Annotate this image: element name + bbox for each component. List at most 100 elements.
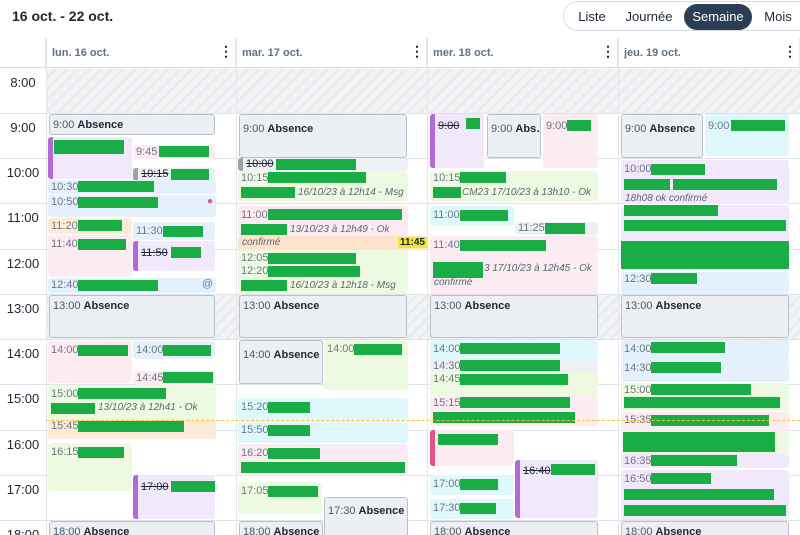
view-list-button[interactable]: Liste <box>578 9 606 24</box>
redacted-text <box>78 345 128 356</box>
appointment-event[interactable]: 12:05 12:20 16/10/23 à 12h18 - Msg <box>238 250 408 294</box>
appointment-event[interactable]: 15:45 <box>48 419 216 439</box>
absence-event[interactable]: 17:30 Absence <box>324 497 408 535</box>
redacted-text <box>241 280 287 291</box>
redacted-text <box>460 240 546 251</box>
appointment-event[interactable]: 11:00 13/10/23 à 12h49 - Ok <box>238 206 408 236</box>
appointment-event[interactable] <box>621 432 789 454</box>
event-time: 15:00 <box>51 388 79 400</box>
redacted-text <box>268 253 356 264</box>
redacted-text <box>268 402 310 413</box>
redacted-text <box>171 247 201 258</box>
appointment-event[interactable]: 11:00 <box>430 206 514 226</box>
appointment-event[interactable]: 9:00 <box>705 114 789 156</box>
absence-event[interactable]: 14:00 Absence <box>239 340 323 384</box>
appointment-event[interactable]: 16:40 <box>515 460 598 518</box>
redacted-text <box>651 362 721 373</box>
view-week-button[interactable]: Semaine <box>684 4 752 30</box>
event-note: 3 17/10/23 à 12h45 - Ok <box>484 263 592 274</box>
appointment-event[interactable]: 10:15 <box>133 168 215 181</box>
appointment-event[interactable]: 17:00 <box>430 475 514 495</box>
appointment-event[interactable]: 15:20 <box>238 398 408 420</box>
appointment-event[interactable]: 11:20 <box>48 218 132 234</box>
absence-event[interactable]: 18:00 Absence <box>49 521 215 535</box>
absence-event[interactable]: 13:00 Absence <box>621 295 789 338</box>
appointment-event[interactable]: 10:15 16/10/23 à 12h14 - Msg <box>238 171 408 201</box>
appointment-event[interactable]: 14:00 <box>324 340 408 390</box>
appointment-event[interactable]: 14:30 <box>621 360 789 382</box>
event-time: 16:50 <box>624 473 652 485</box>
appointment-event[interactable]: 14:45 <box>133 371 215 385</box>
appointment-event[interactable]: 10:30 <box>48 180 216 194</box>
appointment-event[interactable]: 9:45 <box>133 145 215 159</box>
appointment-event[interactable]: 11:30 <box>133 222 215 240</box>
appointment-event[interactable] <box>48 137 132 179</box>
appointment-event[interactable] <box>621 205 789 271</box>
appointment-event[interactable]: confirmé 11:45 <box>238 236 427 250</box>
more-options-icon[interactable]: ⋮ <box>219 43 233 59</box>
redacted-text <box>78 197 158 208</box>
appointment-event[interactable]: 16:50 <box>621 470 789 520</box>
redacted-text <box>354 344 402 355</box>
appointment-event[interactable]: 17:05 <box>238 482 322 514</box>
appointment-event[interactable]: 10:00 18h08 ok confirmé <box>621 160 789 204</box>
event-time: 9:00 <box>438 120 460 132</box>
appointment-event[interactable]: 14:00 <box>133 341 215 359</box>
appointment-event[interactable]: 15:35 <box>621 412 789 432</box>
appointment-event[interactable]: 15:50 <box>238 421 408 443</box>
view-month-button[interactable]: Mois <box>764 9 792 24</box>
appointment-event[interactable]: 14:30 <box>430 360 598 372</box>
appointment-event[interactable]: 15:15 <box>430 396 598 426</box>
appointment-event[interactable]: 14:45 <box>430 372 598 396</box>
appointment-event[interactable]: 9:00 <box>430 114 484 168</box>
appointment-event[interactable]: 16:15 <box>48 443 132 491</box>
appointment-event[interactable]: 14:00 <box>621 340 789 360</box>
appointment-event[interactable]: 11:40 3 17/10/23 à 12h45 - Ok confirmé <box>430 236 598 294</box>
event-time: 10:50 <box>51 196 79 208</box>
appointment-event[interactable]: 11:50 <box>133 241 215 271</box>
redacted-text <box>241 224 287 235</box>
appointment-event[interactable]: 11:40 <box>48 235 132 277</box>
appointment-event[interactable]: 12:30 <box>621 272 789 294</box>
day-header-mon: lun. 16 oct. ⋮ <box>46 38 236 68</box>
appointment-event[interactable]: 16:35 <box>621 454 789 468</box>
absence-event[interactable]: 9:00 Absence <box>239 114 407 158</box>
appointment-event[interactable]: 10:15 CM23 17/10/23 à 13h10 - Ok <box>430 171 598 201</box>
more-options-icon[interactable]: ⋮ <box>410 43 424 59</box>
absence-event[interactable]: 18:00 Absence <box>621 521 789 535</box>
redacted-text <box>268 425 310 436</box>
appointment-event[interactable]: 10:00 <box>238 158 408 171</box>
appointment-event[interactable]: 17:00 <box>133 475 215 519</box>
absence-event[interactable]: 18:00 Absence <box>430 521 598 535</box>
appointment-event[interactable]: 11:25 <box>515 222 598 235</box>
absence-event[interactable]: 13:00 Absence <box>430 295 598 338</box>
appointment-event[interactable]: 15:00 <box>621 383 789 411</box>
appointment-event[interactable]: 17:30 <box>430 499 514 519</box>
appointment-event[interactable]: 14:00 <box>430 340 598 360</box>
appointment-event[interactable]: 16:20 <box>238 444 408 476</box>
event-time: 9:45 <box>136 146 158 158</box>
redacted-text <box>78 388 166 399</box>
appointment-event[interactable] <box>430 430 514 466</box>
more-options-icon[interactable]: ⋮ <box>783 43 797 59</box>
event-time: 9:00 <box>625 123 647 135</box>
absence-event[interactable]: 9:00 Absence <box>49 114 215 135</box>
view-switcher: Liste Journée Semaine Mois <box>563 1 800 31</box>
more-options-icon[interactable]: ⋮ <box>601 43 615 59</box>
appointment-event[interactable]: 10:50 ● <box>48 195 216 217</box>
redacted-text <box>241 462 405 473</box>
appointment-event[interactable]: 14:00 <box>48 341 132 383</box>
absence-event[interactable]: 13:00 Absence <box>239 295 407 338</box>
event-time: 10:00 <box>624 163 652 175</box>
absence-event[interactable]: 18:00 Absence <box>239 521 323 535</box>
event-time: 11:20 <box>51 220 78 232</box>
absence-event[interactable]: 13:00 Absence <box>49 295 215 338</box>
absence-event[interactable]: 9:00 Absence <box>621 114 703 158</box>
appointment-event[interactable]: 15:00 13/10/23 à 12h41 - Ok <box>48 385 216 419</box>
appointment-event[interactable]: 9:00 <box>543 114 598 168</box>
appointment-event[interactable]: 12:40 @ <box>48 278 216 293</box>
week-grid: lun. 16 oct. ⋮ mar. 17 oct. ⋮ mer. 18 oc… <box>0 38 800 535</box>
view-day-button[interactable]: Journée <box>625 9 673 24</box>
event-time: 15:45 <box>51 420 79 432</box>
